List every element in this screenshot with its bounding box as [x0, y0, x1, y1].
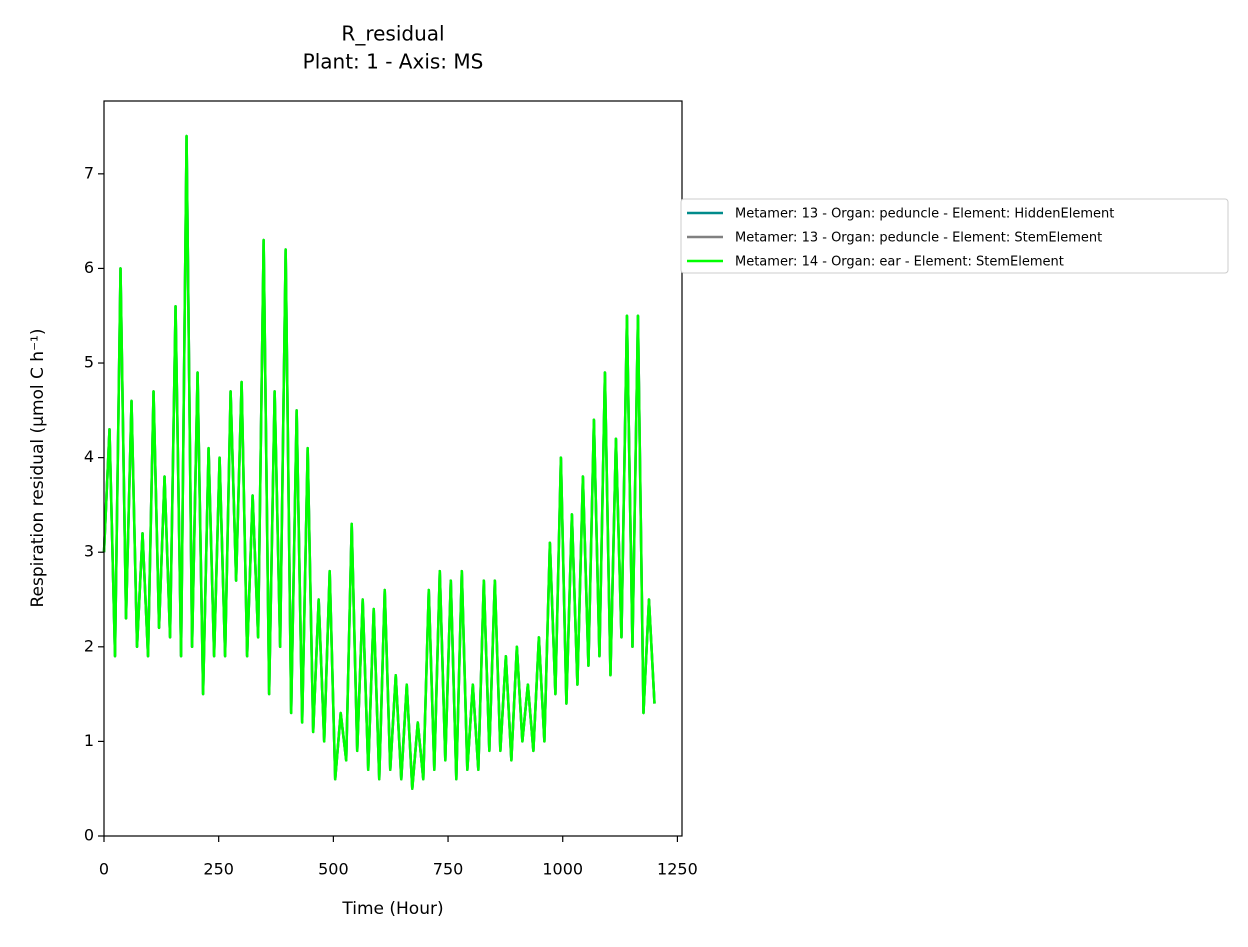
y-tick-label: 4	[84, 447, 94, 466]
x-tick-label: 1250	[657, 860, 698, 879]
y-tick-label: 2	[84, 636, 94, 655]
y-tick-label: 3	[84, 542, 94, 561]
plot-area	[102, 134, 656, 790]
x-tick-label: 750	[433, 860, 464, 879]
y-tick-label: 7	[84, 163, 94, 182]
legend: Metamer: 13 - Organ: peduncle - Element:…	[680, 198, 1229, 274]
legend-label: Metamer: 14 - Organ: ear - Element: Stem…	[735, 255, 1064, 270]
legend-frame	[680, 198, 1229, 274]
y-tick-label: 5	[84, 353, 94, 372]
y-tick-label: 1	[84, 731, 94, 750]
x-tick-label: 500	[318, 860, 349, 879]
y-tick-label: 0	[84, 826, 94, 845]
x-axis-label: Time (Hour)	[341, 899, 443, 919]
x-tick-label: 0	[99, 860, 109, 879]
y-axis-label: Respiration residual (μmol C h⁻¹)	[28, 328, 48, 607]
chart-subtitle: Plant: 1 - Axis: MS	[303, 50, 484, 74]
y-tick-label: 6	[84, 258, 94, 277]
legend-label: Metamer: 13 - Organ: peduncle - Element:…	[735, 231, 1102, 246]
legend-label: Metamer: 13 - Organ: peduncle - Element:…	[735, 207, 1114, 222]
x-tick-label: 1000	[542, 860, 583, 879]
series-line	[102, 134, 656, 790]
x-tick-label: 250	[203, 860, 234, 879]
chart-title: R_residual	[341, 22, 444, 46]
plot-frame	[103, 100, 683, 837]
